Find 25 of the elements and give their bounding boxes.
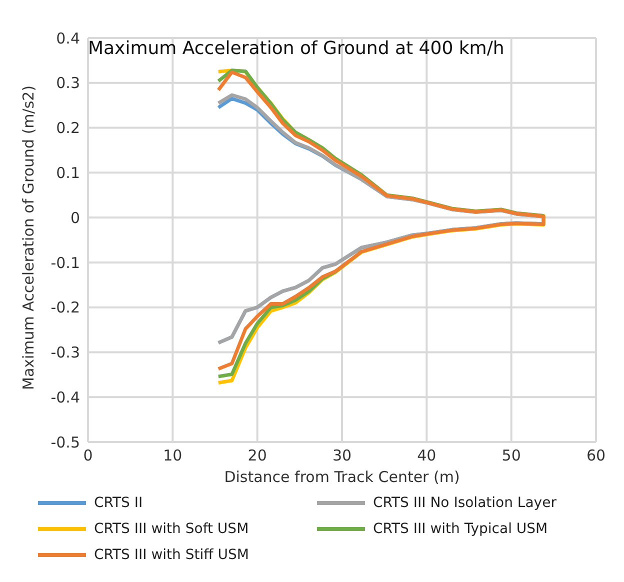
x-axis-title: Distance from Track Center (m) [224, 468, 460, 486]
y-tick-label: -0.4 [50, 388, 80, 406]
legend-label: CRTS III No Isolation Layer [373, 495, 556, 511]
y-tick-label: 0.4 [56, 29, 80, 48]
legend-label: CRTS II [94, 495, 143, 511]
y-tick-label: -0.2 [50, 298, 80, 317]
y-tick-label: 0.2 [56, 119, 80, 138]
y-tick-label: -0.1 [50, 254, 80, 272]
x-tick-label: 10 [163, 446, 182, 465]
legend-label: CRTS III with Stiff USM [94, 547, 249, 563]
x-tick-label: 50 [502, 446, 521, 465]
x-tick-label: 30 [332, 446, 352, 465]
y-tick-label: 0 [70, 208, 80, 227]
x-tick-label: 40 [417, 446, 436, 465]
x-tick-label: 20 [248, 446, 267, 465]
y-tick-label: 0.1 [56, 164, 80, 182]
y-tick-label: -0.5 [50, 433, 80, 452]
y-axis-title: Maximum Acceleration of Ground (m/s2) [19, 85, 38, 390]
y-tick-label: -0.3 [50, 344, 80, 362]
legend-label: CRTS III with Soft USM [94, 521, 249, 537]
chart-title: Maximum Acceleration of Ground at 400 km/h [88, 38, 504, 59]
x-tick-label: 60 [586, 446, 606, 465]
y-tick-label: 0.3 [56, 74, 80, 92]
legend-label: CRTS III with Typical USM [373, 521, 548, 537]
x-tick-label: 0 [83, 446, 93, 465]
